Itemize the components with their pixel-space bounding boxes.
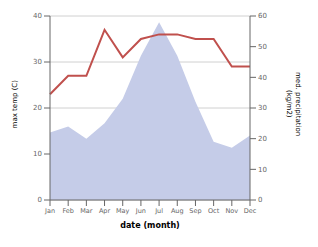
svg-text:60: 60 bbox=[258, 12, 267, 20]
svg-text:50: 50 bbox=[258, 43, 267, 51]
svg-text:20: 20 bbox=[258, 135, 267, 143]
svg-text:Jan: Jan bbox=[44, 207, 55, 215]
svg-text:40: 40 bbox=[258, 74, 267, 82]
svg-text:Mar: Mar bbox=[80, 207, 93, 215]
svg-text:Sep: Sep bbox=[189, 207, 201, 215]
svg-text:Oct: Oct bbox=[208, 207, 220, 215]
svg-text:40: 40 bbox=[33, 12, 42, 20]
svg-text:May: May bbox=[116, 207, 130, 215]
svg-text:Nov: Nov bbox=[225, 207, 238, 215]
svg-text:10: 10 bbox=[258, 166, 267, 174]
svg-text:0: 0 bbox=[38, 196, 42, 204]
svg-text:30: 30 bbox=[33, 58, 42, 66]
svg-text:0: 0 bbox=[258, 196, 262, 204]
svg-text:Dec: Dec bbox=[244, 207, 257, 215]
svg-text:Feb: Feb bbox=[62, 207, 74, 215]
html-text:max temp (C): max temp (C) bbox=[11, 79, 19, 129]
svg-text:20: 20 bbox=[33, 104, 42, 112]
svg-text:Jul: Jul bbox=[154, 207, 163, 215]
svg-text:Aug: Aug bbox=[171, 207, 184, 215]
html-text:date (month): date (month) bbox=[120, 221, 180, 230]
svg-text:Jun: Jun bbox=[135, 207, 146, 215]
svg-text:Apr: Apr bbox=[99, 207, 111, 215]
svg-text:30: 30 bbox=[258, 104, 267, 112]
html-text:med. precipitation (kg/m2): med. precipitation (kg/m2) bbox=[285, 71, 302, 137]
svg-text:10: 10 bbox=[33, 150, 42, 158]
